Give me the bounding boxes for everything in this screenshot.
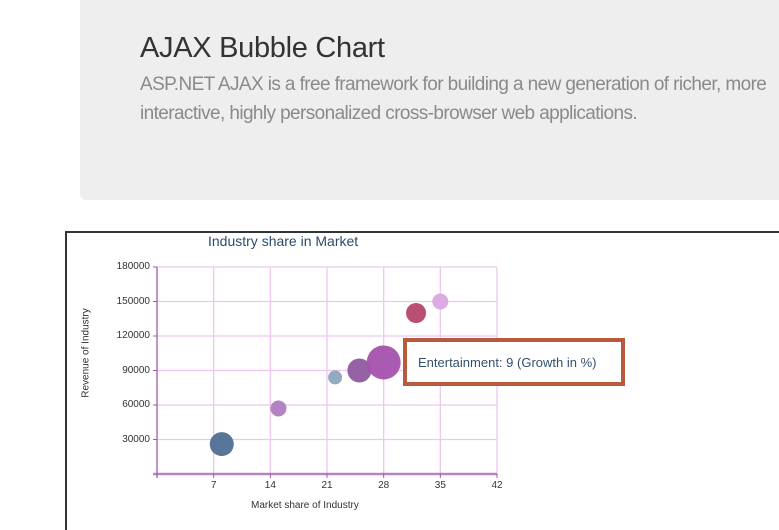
x-tick-label: 14 <box>264 480 276 491</box>
y-tick-label: 180000 <box>116 261 150 272</box>
x-tick-label: 21 <box>321 480 333 491</box>
y-tick-label: 60000 <box>122 399 150 410</box>
bubble <box>406 303 427 323</box>
bubble <box>270 400 287 417</box>
y-tick-label: 30000 <box>122 433 150 445</box>
x-tick-label: 28 <box>378 480 390 491</box>
bubble <box>347 358 372 383</box>
tooltip-text: Entertainment: 9 (Growth in %) <box>418 354 597 370</box>
page-description: ASP.NET AJAX is a free framework for bui… <box>140 74 767 124</box>
x-tick-label: 35 <box>434 480 446 491</box>
y-tick-label: 90000 <box>122 364 150 376</box>
bubble <box>432 293 449 310</box>
y-tick-label: 120000 <box>116 330 150 341</box>
page-title: AJAX Bubble Chart <box>140 32 385 64</box>
y-axis-title: Revenue of Industry <box>80 308 92 398</box>
bubble <box>366 345 401 380</box>
y-tick-label: 150000 <box>116 295 150 307</box>
x-tick-label: 7 <box>210 480 217 491</box>
chart-title: Industry share in Market <box>208 233 359 249</box>
x-tick-label: 42 <box>491 480 503 491</box>
bubble <box>328 370 343 385</box>
jumbotron-header: AJAX Bubble Chart ASP.NET AJAX is a free… <box>80 0 779 200</box>
x-axis-title: Market share of Industry <box>251 500 359 511</box>
bubble <box>209 432 234 457</box>
bubble-tooltip: Entertainment: 9 (Growth in %) <box>403 338 625 386</box>
